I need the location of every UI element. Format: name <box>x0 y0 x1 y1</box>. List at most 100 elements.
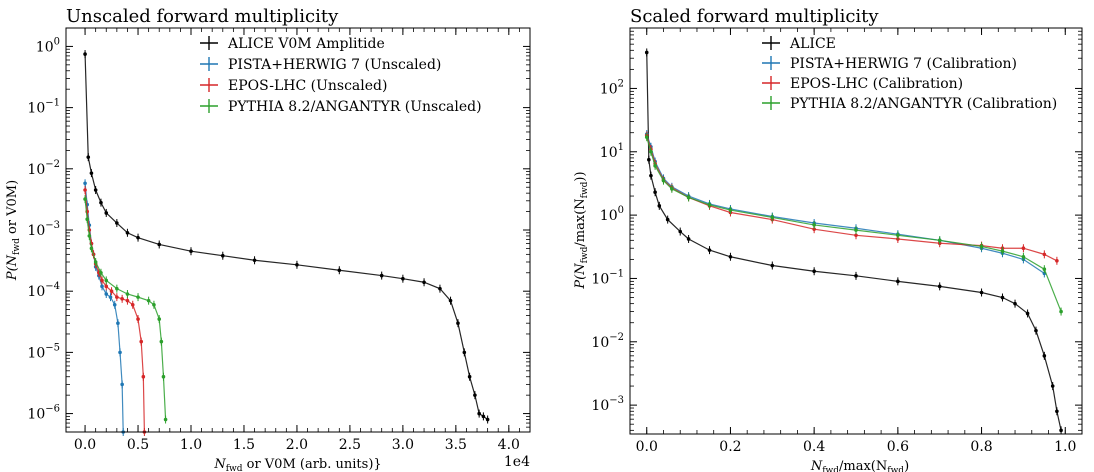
left-series-line <box>84 183 124 433</box>
left-chart-title: Unscaled forward multiplicity <box>66 6 339 27</box>
left-data-point <box>83 197 87 201</box>
left-legend-label: ALICE V0M Amplitide <box>227 36 385 52</box>
left-data-point <box>481 414 486 419</box>
right-data-point <box>1034 328 1038 333</box>
right-y-axis-label-rest2: )) <box>573 171 588 181</box>
left-data-point <box>473 393 477 397</box>
left-x-tick-label: 3.0 <box>392 437 414 453</box>
right-chart-title: Scaled forward multiplicity <box>630 6 879 27</box>
left-data-point <box>86 155 91 159</box>
left-data-point <box>477 411 481 416</box>
left-y-tick-label: 100 <box>36 36 60 55</box>
left-x-axis-label: Nfwd or V0M (arb. units)} <box>213 457 381 472</box>
left-data-point <box>89 246 94 251</box>
right-y-tick-label: 100 <box>600 205 624 224</box>
left-series-1 <box>83 179 126 436</box>
left-data-point <box>93 188 98 192</box>
right-y-tick-label-base: 10 <box>591 271 609 287</box>
right-legend-label: PYTHIA 8.2/ANGANTYR (Calibration) <box>790 96 1057 112</box>
right-data-point <box>678 229 683 234</box>
right-data-point <box>644 135 649 139</box>
right-data-point <box>854 274 858 278</box>
right-data-point <box>854 233 858 238</box>
right-x-tick-label: 1.0 <box>1054 439 1076 455</box>
left-y-tick-label-exponent: −3 <box>45 220 60 231</box>
left-y-tick-label: 10−2 <box>27 159 60 178</box>
right-x-tick-label: 0.4 <box>803 439 825 455</box>
right-series-line <box>646 137 1062 312</box>
right-data-point <box>979 290 984 295</box>
right-x-axis-label-main: N <box>810 459 823 472</box>
left-x-offset-label: 1e4 <box>504 454 530 470</box>
left-data-point <box>125 298 130 303</box>
left-data-point <box>89 171 94 175</box>
right-data-point <box>1000 249 1005 253</box>
right-data-point <box>1042 354 1047 358</box>
left-series-0 <box>83 50 490 424</box>
left-data-point <box>108 295 113 299</box>
left-y-tick-label-base: 10 <box>36 39 54 55</box>
left-data-point <box>448 298 453 303</box>
right-series-line <box>646 135 1058 262</box>
left-series-2 <box>83 186 147 436</box>
left-data-point <box>157 317 162 321</box>
left-data-point <box>120 382 124 387</box>
left-data-point <box>125 231 130 235</box>
left-y-tick-label-base: 10 <box>27 345 45 361</box>
right-data-point <box>728 208 733 212</box>
left-data-point <box>100 278 104 283</box>
left-data-point <box>87 234 92 238</box>
left-y-tick-label: 10−3 <box>27 220 60 239</box>
left-chart-marks <box>83 50 490 436</box>
right-data-point <box>653 190 657 195</box>
left-data-point <box>159 339 164 344</box>
left-data-point <box>220 253 225 258</box>
right-x-tick-label: 0.8 <box>970 439 992 455</box>
right-y-tick-label-base: 10 <box>600 81 618 97</box>
left-x-axis: 0.0 0.5 1.0 1.5 2.0 2.5 3.0 3.5 4.0 <box>74 28 520 453</box>
right-data-point <box>707 203 712 207</box>
right-x-tick-label: 0.6 <box>887 439 909 455</box>
right-data-point <box>653 164 657 168</box>
left-legend-label: EPOS-LHC (Unscaled) <box>228 78 387 94</box>
left-series-3 <box>83 195 168 424</box>
right-x-axis-label-rest: /max(N <box>839 459 887 472</box>
left-data-point <box>99 200 103 205</box>
left-series-line <box>84 199 167 420</box>
left-data-point <box>141 374 146 379</box>
right-y-tick-label-exponent: 0 <box>618 205 624 216</box>
right-data-point <box>728 254 733 259</box>
right-data-point <box>1055 409 1059 414</box>
right-data-point <box>1042 252 1047 257</box>
right-y-axis-label-sub2: fwd <box>580 181 590 198</box>
left-data-point <box>104 284 109 289</box>
left-y-tick-label-exponent: −5 <box>45 342 60 353</box>
left-y-tick-label: 10−4 <box>27 281 60 300</box>
left-data-point <box>112 302 117 307</box>
left-y-tick-label-base: 10 <box>27 284 45 300</box>
right-data-point <box>937 284 942 289</box>
right-y-tick-label-exponent: −3 <box>609 395 624 406</box>
right-data-point <box>896 279 900 284</box>
left-y-tick-label-base: 10 <box>27 101 45 117</box>
right-y-tick-label-base: 10 <box>600 145 618 161</box>
left-data-point <box>125 292 130 296</box>
right-x-axis: 0.0 0.2 0.4 0.6 0.8 1.0 <box>636 28 1076 455</box>
left-data-point <box>295 262 299 267</box>
left-x-tick-label: 1.0 <box>180 437 202 453</box>
right-y-tick-label: 102 <box>600 78 624 97</box>
right-y-tick-label: 10−2 <box>591 332 624 351</box>
right-data-point <box>1025 311 1030 316</box>
right-y-tick-label-base: 10 <box>600 208 618 224</box>
left-data-point <box>462 350 467 355</box>
right-data-point <box>670 187 674 191</box>
right-series-line <box>646 52 1062 431</box>
left-data-point <box>120 297 124 301</box>
left-data-point <box>115 295 119 299</box>
left-data-point <box>83 52 87 56</box>
right-data-point <box>770 215 775 220</box>
left-data-point <box>118 350 122 355</box>
right-data-point <box>649 173 653 178</box>
